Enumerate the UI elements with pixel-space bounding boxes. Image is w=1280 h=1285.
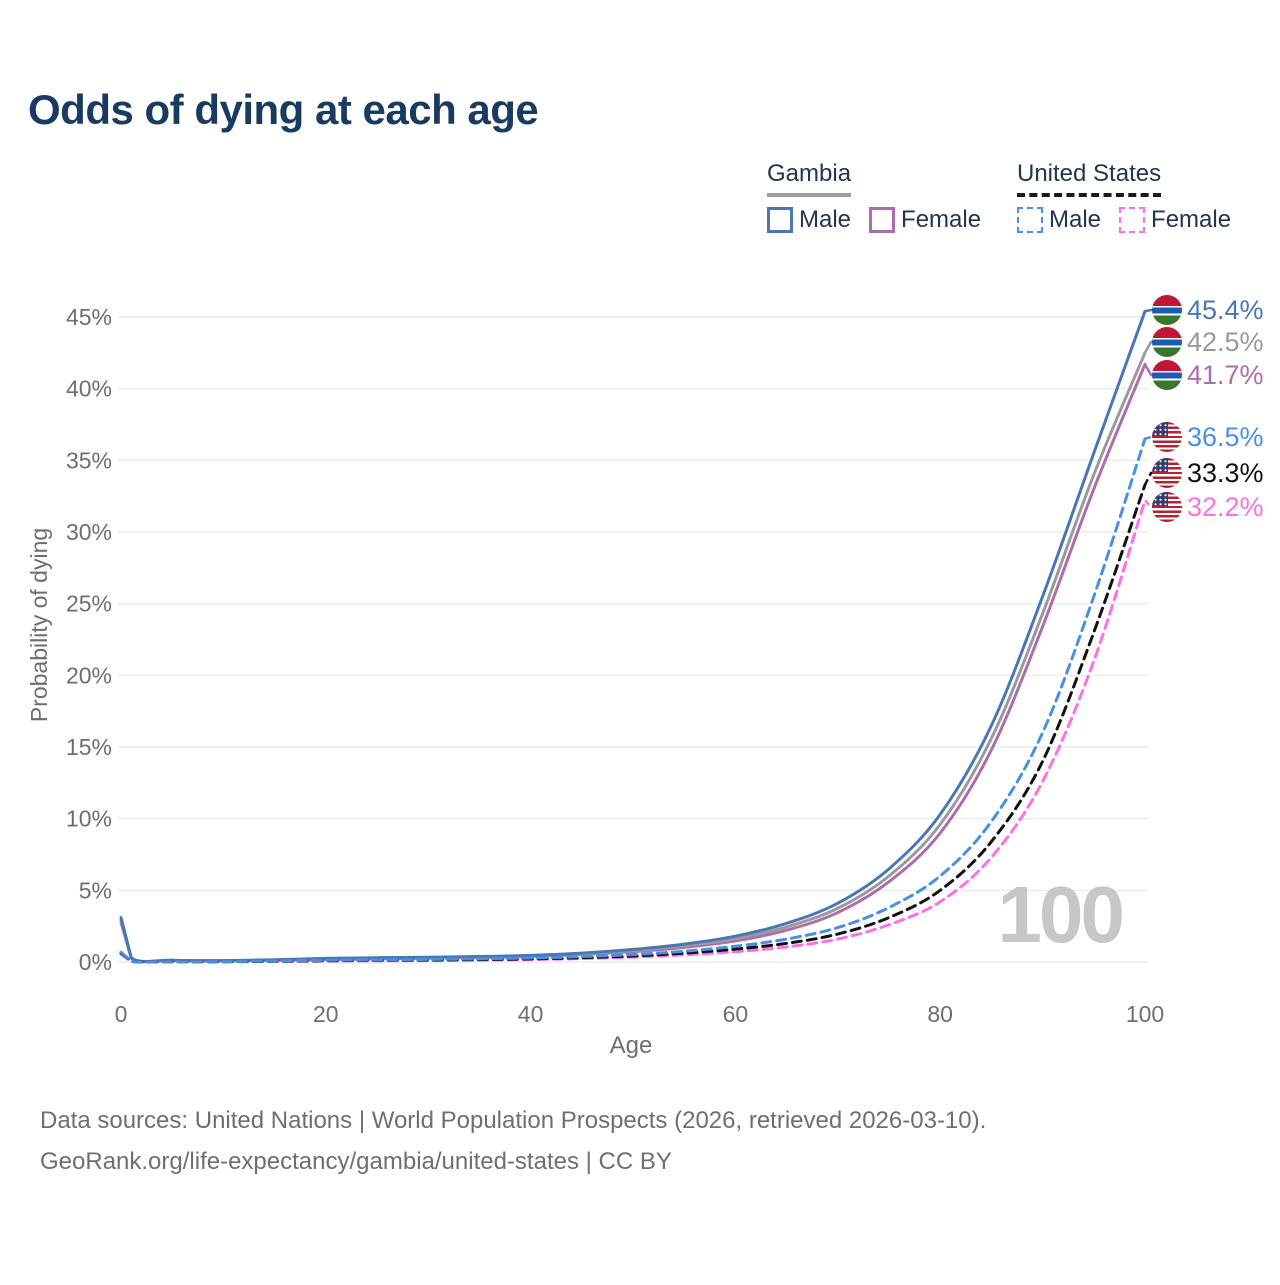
y-tick-label: 35% bbox=[66, 447, 112, 473]
end-label-gambia-female: 41.7% bbox=[1152, 360, 1264, 390]
x-axis-title: Age bbox=[610, 1032, 653, 1059]
legend-row-united-states: Male Female bbox=[1017, 206, 1231, 234]
y-tick-label: 30% bbox=[66, 519, 112, 545]
y-axis-title: Probability of dying bbox=[26, 528, 52, 722]
end-label-gambia-total: 42.5% bbox=[1152, 327, 1264, 357]
legend-group-gambia: Gambia Male Female bbox=[767, 160, 981, 234]
age-counter-watermark: 100 bbox=[998, 870, 1123, 959]
end-label-us-male: 36.5% bbox=[1152, 422, 1264, 452]
legend-title-gambia[interactable]: Gambia bbox=[767, 160, 852, 197]
footer-data-sources: Data sources: United Nations | World Pop… bbox=[40, 1107, 987, 1134]
us-flag-icon bbox=[1152, 458, 1182, 488]
legend-title-united-states[interactable]: United States bbox=[1017, 160, 1162, 197]
legend-item-gambia-female[interactable]: Female bbox=[869, 206, 981, 234]
gambia-flag-icon bbox=[1152, 360, 1182, 390]
legend-swatch-gambia-female-icon bbox=[869, 207, 896, 233]
legend-label: Female bbox=[1151, 206, 1232, 233]
series-line-united-states-female bbox=[119, 498, 1147, 964]
end-value: 41.7% bbox=[1187, 360, 1264, 390]
end-value: 32.2% bbox=[1187, 492, 1264, 522]
series-line-united-states-male bbox=[119, 437, 1147, 964]
legend-label: Male bbox=[799, 206, 852, 233]
legend-swatch-us-female-icon bbox=[1119, 207, 1146, 233]
series-line-gambia bbox=[119, 351, 1147, 964]
y-tick-label: 15% bbox=[66, 734, 112, 760]
footer: Data sources: United Nations | World Pop… bbox=[40, 1100, 986, 1182]
legend-item-gambia-male[interactable]: Male bbox=[767, 206, 851, 234]
x-tick-label: 60 bbox=[723, 1001, 749, 1027]
y-tick-label: 45% bbox=[66, 304, 112, 330]
y-tick-label: 5% bbox=[79, 877, 112, 903]
legend-group-united-states: United States Male Female bbox=[1017, 160, 1231, 234]
x-tick-label: 20 bbox=[313, 1001, 339, 1027]
end-value: 42.5% bbox=[1187, 327, 1264, 357]
us-flag-icon bbox=[1152, 422, 1182, 452]
y-tick-label: 40% bbox=[66, 376, 112, 402]
footer-attribution: GeoRank.org/life-expectancy/gambia/unite… bbox=[40, 1148, 672, 1175]
legend-row-gambia: Male Female bbox=[767, 206, 981, 234]
leader-line bbox=[1144, 435, 1154, 441]
end-label-gambia-male: 45.4% bbox=[1152, 295, 1264, 325]
y-tick-label: 25% bbox=[66, 591, 112, 617]
legend-item-us-male[interactable]: Male bbox=[1017, 206, 1101, 234]
gambia-flag-icon bbox=[1152, 295, 1182, 325]
y-tick-label: 10% bbox=[66, 806, 112, 832]
legend-item-us-female[interactable]: Female bbox=[1119, 206, 1231, 234]
x-tick-label: 80 bbox=[927, 1001, 953, 1027]
y-tick-label: 0% bbox=[79, 949, 112, 975]
legend-label: Male bbox=[1049, 206, 1102, 233]
y-tick-label: 20% bbox=[66, 662, 112, 688]
gambia-flag-icon bbox=[1152, 327, 1182, 357]
series-line-gambia-female bbox=[119, 362, 1147, 964]
end-value: 36.5% bbox=[1187, 422, 1264, 452]
end-value: 45.4% bbox=[1187, 295, 1264, 325]
end-label-us-female: 32.2% bbox=[1152, 492, 1264, 522]
page-title: Odds of dying at each age bbox=[28, 86, 539, 133]
end-value: 33.3% bbox=[1187, 458, 1264, 488]
x-tick-label: 100 bbox=[1126, 1001, 1164, 1027]
legend-swatch-gambia-male-icon bbox=[767, 207, 793, 233]
series-line-gambia-male bbox=[119, 309, 1147, 964]
legend-label: Female bbox=[901, 206, 982, 233]
legend-swatch-us-male-icon bbox=[1017, 207, 1043, 233]
us-flag-icon bbox=[1152, 492, 1182, 522]
end-label-us-total: 33.3% bbox=[1152, 458, 1264, 488]
x-tick-label: 0 bbox=[115, 1001, 128, 1027]
x-tick-label: 40 bbox=[518, 1001, 544, 1027]
